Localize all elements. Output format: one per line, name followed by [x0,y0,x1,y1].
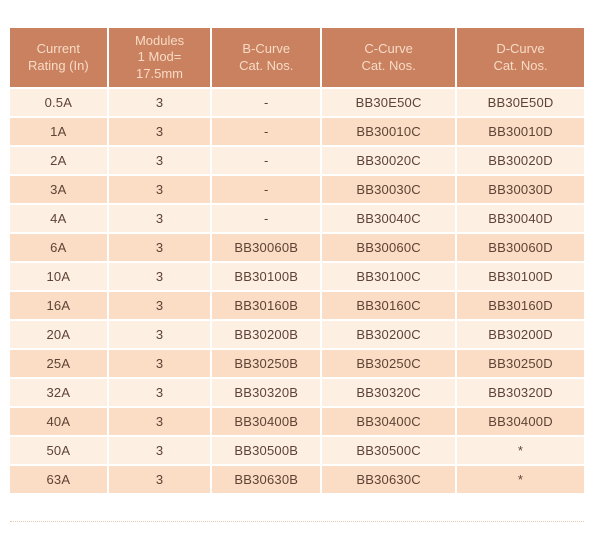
table-header: Current Rating (In) Modules 1 Mod= 17.5m… [10,28,584,87]
column-header-current-rating: Current Rating (In) [10,28,107,87]
table-cell: BB30160C [322,292,456,319]
table-cell: 63A [10,466,107,493]
table-row: 0.5A 3- BB30E50C BB30E50D [10,89,584,116]
table-cell: BB30400D [457,408,584,435]
table-cell: BB30250B [212,350,321,377]
table-row: 3A 3- BB30030C BB30030D [10,176,584,203]
table-cell: 3 [108,408,211,435]
table-cell: 40A [10,408,107,435]
table-cell: BB30200D [457,321,584,348]
table-cell: 3 [108,89,211,116]
table-cell: BB30060C [322,234,456,261]
table-cell: 3 [108,466,211,493]
table-cell: BB30630B [212,466,321,493]
table-cell: BB30010C [322,118,456,145]
table-row: 4A 3- BB30040C BB30040D [10,205,584,232]
table-cell: BB30040D [457,205,584,232]
table-cell: BB30500B [212,437,321,464]
table-cell: - [212,205,321,232]
column-header-b-curve: B-Curve Cat. Nos. [212,28,321,87]
header-row: Current Rating (In) Modules 1 Mod= 17.5m… [10,28,584,87]
table-cell: BB30160B [212,292,321,319]
table-cell: 1A [10,118,107,145]
table-row: 6A 3 BB30060B BB30060C BB30060D [10,234,584,261]
table-row: 1A 3- BB30010C BB30010D [10,118,584,145]
table-row: 16A 3 BB30160B BB30160C BB30160D [10,292,584,319]
table-cell: BB30020D [457,147,584,174]
table-cell: BB30030D [457,176,584,203]
table-cell: 3 [108,379,211,406]
table-cell: 6A [10,234,107,261]
table-cell: 3 [108,118,211,145]
table-cell: 16A [10,292,107,319]
table-cell: 3 [108,321,211,348]
column-header-c-curve: C-Curve Cat. Nos. [322,28,456,87]
table-cell: BB30100D [457,263,584,290]
table-cell: BB30060D [457,234,584,261]
table-cell: - [212,147,321,174]
table-cell: BB30400B [212,408,321,435]
table-cell: 4A [10,205,107,232]
column-header-d-curve: D-Curve Cat. Nos. [457,28,584,87]
table-cell: BB30E50C [322,89,456,116]
table-cell: BB30200C [322,321,456,348]
catalog-table: Current Rating (In) Modules 1 Mod= 17.5m… [8,26,586,495]
table-row: 2A 3- BB30020C BB30020D [10,147,584,174]
table-cell: - [212,118,321,145]
table-cell: BB30020C [322,147,456,174]
table-cell: * [457,437,584,464]
table-cell: BB30030C [322,176,456,203]
table-cell: 3 [108,176,211,203]
table-cell: 3 [108,147,211,174]
column-header-modules: Modules 1 Mod= 17.5mm [108,28,211,87]
table-cell: BB30060B [212,234,321,261]
table-cell: 25A [10,350,107,377]
table-cell: - [212,89,321,116]
table-cell: 2A [10,147,107,174]
table-cell: BB30400C [322,408,456,435]
table-cell: * [457,466,584,493]
table-row: 32A 3 BB30320B BB30320C BB30320D [10,379,584,406]
table-cell: BB30100B [212,263,321,290]
table-cell: 3 [108,205,211,232]
table-cell: 32A [10,379,107,406]
table-cell: BB30100C [322,263,456,290]
table-row: 25A 3 BB30250B BB30250C BB30250D [10,350,584,377]
table-cell: 50A [10,437,107,464]
table-row: 40A 3 BB30400B BB30400C BB30400D [10,408,584,435]
bottom-divider [10,521,584,522]
table-cell: BB30630C [322,466,456,493]
table-body: 0.5A 3- BB30E50C BB30E50D 1A 3- BB30010C BB3001… [10,89,584,493]
table-cell: BB30250D [457,350,584,377]
table-cell: BB30160D [457,292,584,319]
table-cell: - [212,176,321,203]
table-row: 50A 3 BB30500B BB30500C * [10,437,584,464]
table-cell: 0.5A [10,89,107,116]
table-cell: BB30E50D [457,89,584,116]
table-cell: BB30200B [212,321,321,348]
table-cell: BB30250C [322,350,456,377]
table-row: 63A 3 BB30630B BB30630C * [10,466,584,493]
table-cell: BB30040C [322,205,456,232]
table-cell: 3 [108,350,211,377]
table-cell: BB30320D [457,379,584,406]
table-cell: BB30320C [322,379,456,406]
table-cell: 3 [108,292,211,319]
table-row: 10A 3 BB30100B BB30100C BB30100D [10,263,584,290]
table-cell: 20A [10,321,107,348]
table-cell: 3 [108,263,211,290]
table-cell: BB30500C [322,437,456,464]
table-cell: 3A [10,176,107,203]
table-cell: 10A [10,263,107,290]
table-row: 20A 3 BB30200B BB30200C BB30200D [10,321,584,348]
table-cell: 3 [108,437,211,464]
table-cell: BB30320B [212,379,321,406]
table-cell: 3 [108,234,211,261]
table-cell: BB30010D [457,118,584,145]
